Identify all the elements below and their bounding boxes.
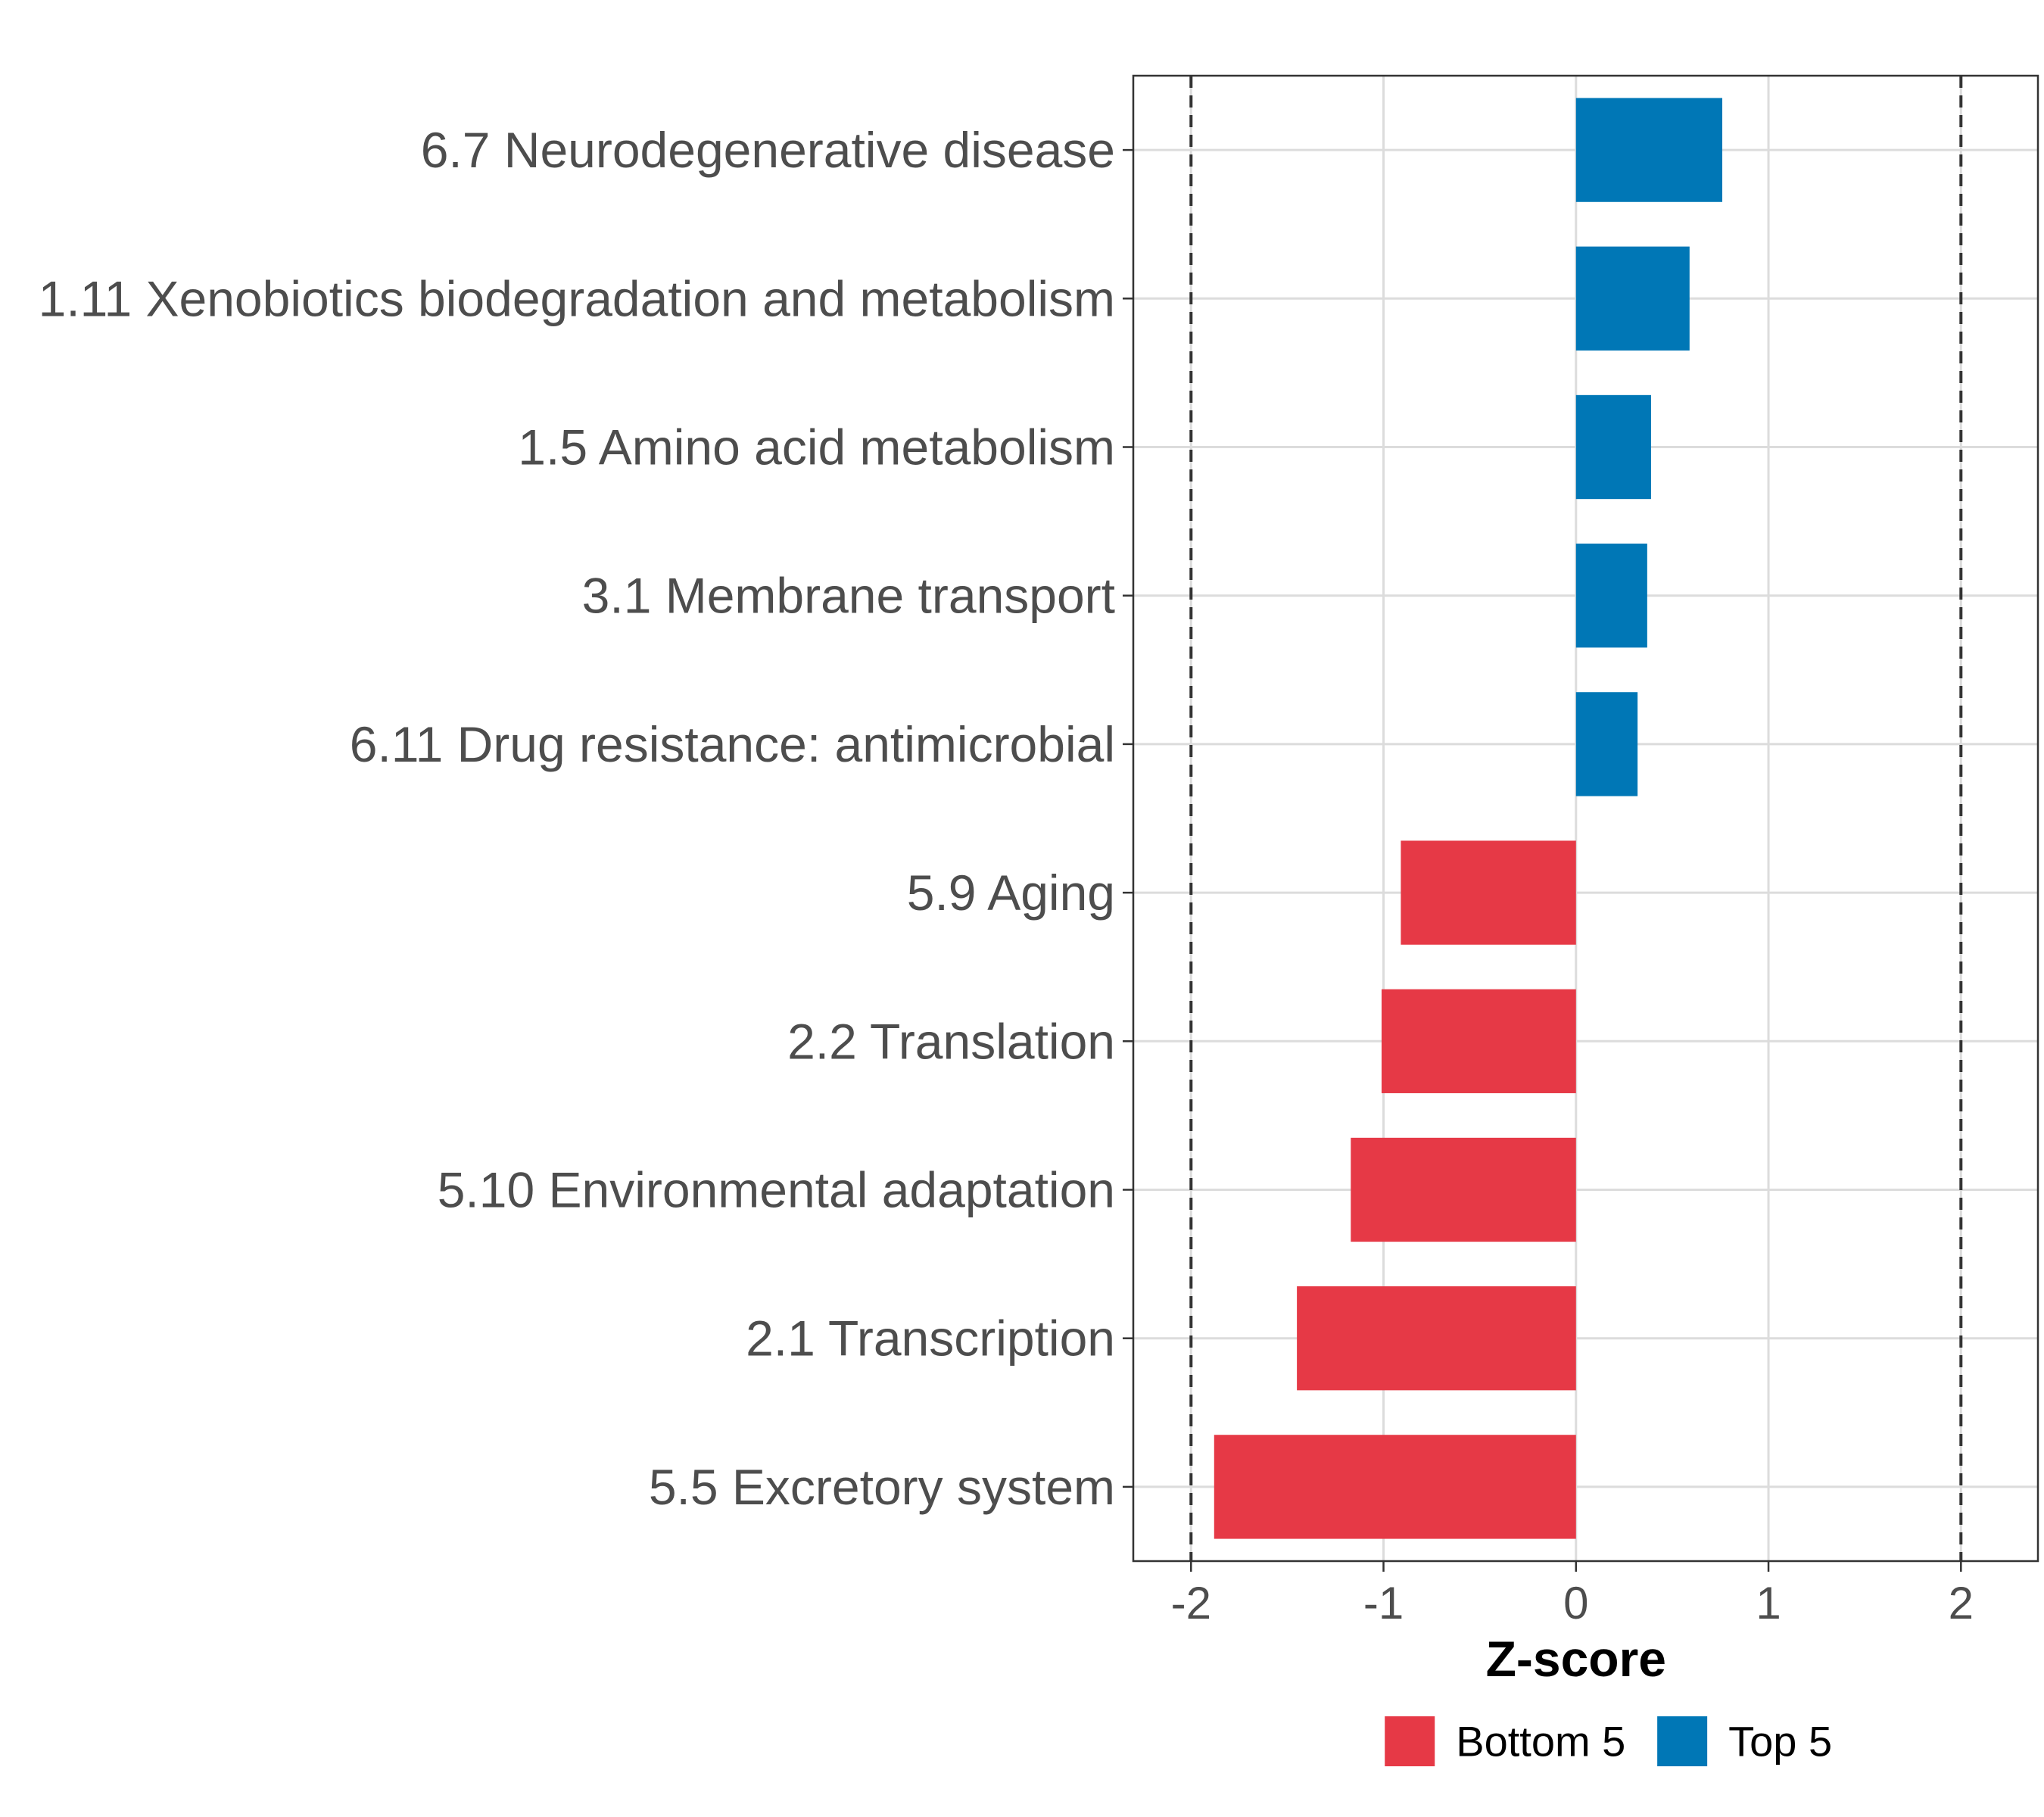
- y-tick-label: 6.11 Drug resistance: antimicrobial: [350, 716, 1115, 772]
- plot-panel-border: [1132, 74, 2039, 1563]
- x-axis-title: Z-score: [1486, 1631, 1666, 1687]
- x-axis-ticks: [1190, 1561, 1962, 1572]
- y-tick-label: 5.9 Aging: [907, 865, 1115, 921]
- y-axis-labels: 6.7 Neurodegenerative disease 1.11 Xenobi…: [39, 122, 1115, 1515]
- y-tick-label: 5.5 Excretory system: [649, 1459, 1115, 1515]
- legend-label-bottom-5: Bottom 5: [1456, 1718, 1625, 1766]
- bar-2-2-translation: [1381, 989, 1576, 1093]
- bar-5-10-environmental-adaptation: [1351, 1137, 1576, 1242]
- y-tick-label: 1.11 Xenobiotics biodegradation and meta…: [39, 270, 1115, 326]
- x-tick-label: -1: [1363, 1578, 1404, 1628]
- bar-1-5-amino-acid-metabolism: [1575, 394, 1651, 500]
- legend-swatch-bottom-5: [1385, 1716, 1435, 1766]
- y-tick-label: 1.5 Amino acid metabolism: [518, 419, 1115, 475]
- bar-1-11-xenobiotics-biodegradation-and-metabolism: [1575, 246, 1690, 351]
- x-tick-label: -2: [1171, 1578, 1211, 1628]
- reference-lines: [1189, 76, 1963, 1561]
- y-tick-label: 6.7 Neurodegenerative disease: [421, 122, 1115, 178]
- bars: [1214, 98, 1723, 1539]
- legend-label-top-5: Top 5: [1728, 1718, 1832, 1766]
- y-axis-ticks: [1123, 148, 1133, 1488]
- bar-5-9-aging: [1401, 840, 1576, 945]
- x-tick-label: 2: [1949, 1578, 1974, 1628]
- y-tick-label: 2.1 Transcription: [746, 1311, 1115, 1367]
- x-tick-label: 0: [1563, 1578, 1588, 1628]
- bar-6-11-drug-resistance-antimicrobial: [1575, 692, 1638, 796]
- legend: Bottom 5 Top 5: [1385, 1716, 1832, 1766]
- y-tick-label: 3.1 Membrane transport: [582, 568, 1115, 624]
- y-tick-label: 5.10 Environmental adaptation: [438, 1162, 1115, 1218]
- legend-swatch-top-5: [1657, 1716, 1708, 1766]
- x-tick-label: 1: [1756, 1578, 1781, 1628]
- bar-5-5-excretory-system: [1214, 1435, 1576, 1539]
- x-axis-labels: -2 -1 0 1 2: [1171, 1578, 1974, 1628]
- bar-2-1-transcription: [1297, 1286, 1576, 1391]
- y-tick-label: 2.2 Translation: [787, 1013, 1115, 1069]
- bar-6-7-neurodegenerative-disease: [1575, 98, 1723, 202]
- bar-3-1-membrane-transport: [1575, 544, 1647, 648]
